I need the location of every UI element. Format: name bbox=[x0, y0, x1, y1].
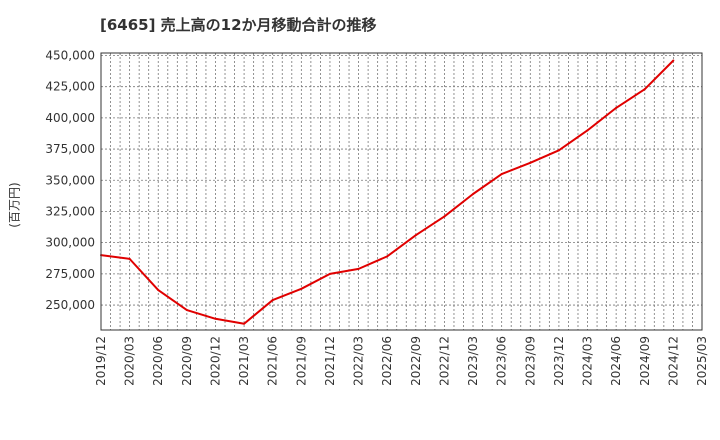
chart-title: [6465] 売上高の12か月移動合計の推移 bbox=[100, 16, 377, 34]
x-tick-label: 2021/06 bbox=[266, 336, 280, 386]
data-point bbox=[500, 173, 503, 176]
x-tick-label: 2021/09 bbox=[294, 336, 308, 386]
y-tick-label: 275,000 bbox=[45, 267, 95, 281]
data-point bbox=[386, 255, 389, 258]
data-point bbox=[271, 299, 274, 302]
data-point bbox=[443, 215, 446, 218]
x-tick-labels: 2019/12 2020/03 2020/06 2020/09 2020/12 2021/… bbox=[94, 336, 709, 386]
x-tick-label: 2024/09 bbox=[638, 336, 652, 386]
data-point bbox=[414, 234, 417, 237]
y-tick-labels: 250,000 275,000 300,000 325,000 350,000 375,0… bbox=[45, 48, 95, 312]
data-point bbox=[243, 322, 246, 325]
x-tick-label: 2025/03 bbox=[695, 336, 709, 386]
x-tick-label: 2023/12 bbox=[552, 336, 566, 386]
data-point bbox=[214, 317, 217, 320]
y-tick-label: 400,000 bbox=[45, 111, 95, 125]
x-tick-label: 2022/09 bbox=[409, 336, 423, 386]
data-point bbox=[529, 161, 532, 164]
y-tick-label: 325,000 bbox=[45, 204, 95, 218]
data-point bbox=[672, 59, 675, 62]
x-tick-label: 2024/03 bbox=[581, 336, 595, 386]
data-point bbox=[357, 267, 360, 270]
data-point bbox=[128, 257, 131, 260]
data-point bbox=[472, 192, 475, 195]
series-lines bbox=[100, 59, 675, 325]
y-tick-label: 250,000 bbox=[45, 298, 95, 312]
x-tick-label: 2022/06 bbox=[380, 336, 394, 386]
x-tick-label: 2023/09 bbox=[523, 336, 537, 386]
x-tick-label: 2024/06 bbox=[609, 336, 623, 386]
data-point bbox=[615, 106, 618, 109]
y-tick-label: 300,000 bbox=[45, 236, 95, 250]
x-tick-label: 2024/12 bbox=[666, 336, 680, 386]
x-tick-label: 2019/12 bbox=[94, 336, 108, 386]
series-line bbox=[100, 59, 675, 325]
data-point bbox=[557, 149, 560, 152]
x-tick-label: 2021/03 bbox=[237, 336, 251, 386]
y-tick-label: 375,000 bbox=[45, 142, 95, 156]
y-tick-label: 425,000 bbox=[45, 80, 95, 94]
data-point bbox=[157, 289, 160, 292]
data-point bbox=[300, 287, 303, 290]
grid-lines bbox=[101, 53, 702, 330]
data-point bbox=[328, 272, 331, 275]
data-point bbox=[185, 309, 188, 312]
y-tick-label: 350,000 bbox=[45, 173, 95, 187]
x-tick-label: 2022/12 bbox=[437, 336, 451, 386]
x-tick-label: 2020/12 bbox=[208, 336, 222, 386]
data-point bbox=[586, 129, 589, 132]
x-tick-label: 2021/12 bbox=[323, 336, 337, 386]
x-tick-label: 2022/03 bbox=[352, 336, 366, 386]
y-tick-label: 450,000 bbox=[45, 48, 95, 62]
x-tick-label: 2020/09 bbox=[180, 336, 194, 386]
x-tick-label: 2020/03 bbox=[123, 336, 137, 386]
x-tick-label: 2020/06 bbox=[151, 336, 165, 386]
data-point bbox=[643, 88, 646, 91]
x-tick-label: 2023/03 bbox=[466, 336, 480, 386]
plot-frame bbox=[100, 52, 703, 331]
x-tick-label: 2023/06 bbox=[495, 336, 509, 386]
